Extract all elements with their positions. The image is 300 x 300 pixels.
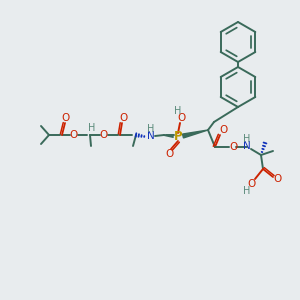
Text: O: O (165, 149, 173, 159)
Text: O: O (69, 130, 77, 140)
Text: O: O (178, 113, 186, 123)
Text: P: P (174, 130, 182, 143)
Text: O: O (247, 179, 255, 189)
Text: O: O (99, 130, 107, 140)
Text: N: N (147, 131, 155, 141)
Text: H: H (147, 124, 155, 134)
Text: H: H (243, 134, 251, 144)
Text: H: H (174, 106, 182, 116)
Text: O: O (274, 174, 282, 184)
Polygon shape (182, 130, 208, 138)
Text: H: H (243, 186, 251, 196)
Text: O: O (230, 142, 238, 152)
Text: O: O (119, 113, 127, 123)
Text: O: O (62, 113, 70, 123)
Text: O: O (219, 125, 227, 135)
Text: H: H (88, 123, 96, 133)
Text: N: N (243, 141, 251, 151)
